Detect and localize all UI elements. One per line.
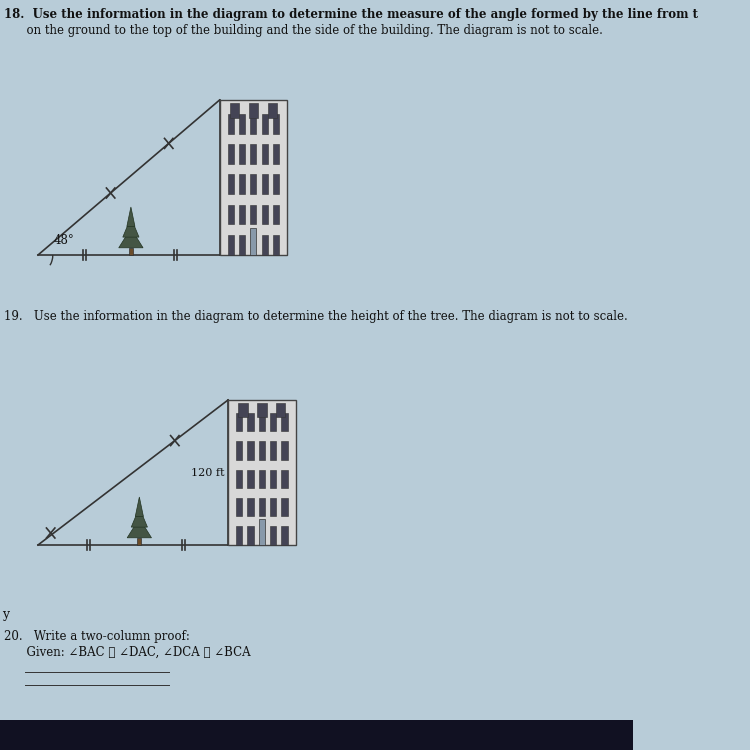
Bar <box>270 470 276 488</box>
Bar <box>262 144 268 164</box>
Bar <box>251 175 257 194</box>
Bar <box>239 235 245 255</box>
Polygon shape <box>118 228 143 248</box>
Text: on the ground to the top of the building and the side of the building. The diagr: on the ground to the top of the building… <box>4 24 603 37</box>
Bar <box>228 400 296 545</box>
Text: 48°: 48° <box>53 235 74 248</box>
Bar <box>248 413 254 431</box>
Bar <box>270 498 276 517</box>
Bar <box>236 526 242 544</box>
Bar <box>281 413 287 431</box>
Bar <box>239 175 245 194</box>
Polygon shape <box>135 497 143 517</box>
Text: Unit (3-5, Ch/s. 4/5) Quiz  -Submit on Canvas by 11:59pm Sun. 3: Unit (3-5, Ch/s. 4/5) Quiz -Submit on Ca… <box>7 728 585 743</box>
Bar <box>262 205 268 224</box>
Bar <box>129 248 133 255</box>
Bar <box>251 228 257 255</box>
Bar <box>248 498 254 517</box>
Bar <box>262 114 268 134</box>
Bar <box>227 205 234 224</box>
Bar <box>236 441 242 460</box>
Text: 18.  Use the information in the diagram to determine the measure of the angle fo: 18. Use the information in the diagram t… <box>4 8 698 21</box>
Bar <box>248 526 254 544</box>
Bar <box>239 144 245 164</box>
Polygon shape <box>123 217 139 237</box>
Bar <box>281 470 287 488</box>
Bar <box>273 114 279 134</box>
Bar <box>239 205 245 224</box>
Bar <box>0 720 634 750</box>
Bar <box>238 403 248 417</box>
Bar <box>262 235 268 255</box>
Text: 20.   Write a two-column proof:: 20. Write a two-column proof: <box>4 630 190 643</box>
Bar <box>137 538 141 545</box>
Bar <box>227 144 234 164</box>
Bar <box>251 114 257 134</box>
Bar <box>259 413 265 431</box>
Bar <box>251 205 257 224</box>
Bar <box>248 103 258 118</box>
Bar <box>273 235 279 255</box>
Bar <box>259 441 265 460</box>
Bar <box>268 103 277 118</box>
Bar <box>273 175 279 194</box>
Bar <box>259 498 265 517</box>
Bar <box>270 441 276 460</box>
Bar <box>270 526 276 544</box>
Bar <box>281 526 287 544</box>
Bar <box>259 470 265 488</box>
Polygon shape <box>131 508 148 527</box>
Bar <box>227 175 234 194</box>
Polygon shape <box>127 207 135 226</box>
Bar <box>273 144 279 164</box>
Bar <box>239 114 245 134</box>
Text: y: y <box>2 608 10 621</box>
Text: 120 ft: 120 ft <box>191 467 225 478</box>
Bar <box>236 470 242 488</box>
Bar <box>281 498 287 517</box>
Bar <box>270 413 276 431</box>
Bar <box>276 403 286 417</box>
Bar <box>227 235 234 255</box>
Bar <box>262 175 268 194</box>
Bar <box>248 441 254 460</box>
Bar <box>259 520 265 545</box>
Bar <box>273 205 279 224</box>
Bar <box>281 441 287 460</box>
Bar <box>230 103 239 118</box>
Bar <box>248 470 254 488</box>
Bar <box>236 498 242 517</box>
Bar <box>220 100 287 255</box>
Bar <box>227 114 234 134</box>
Bar <box>251 144 257 164</box>
Text: Given: ∠BAC ≅ ∠DAC, ∠DCA ≅ ∠BCA: Given: ∠BAC ≅ ∠DAC, ∠DCA ≅ ∠BCA <box>4 646 250 659</box>
Bar <box>257 403 266 417</box>
Polygon shape <box>128 518 152 538</box>
Bar <box>236 413 242 431</box>
Text: 19.   Use the information in the diagram to determine the height of the tree. Th: 19. Use the information in the diagram t… <box>4 310 628 323</box>
